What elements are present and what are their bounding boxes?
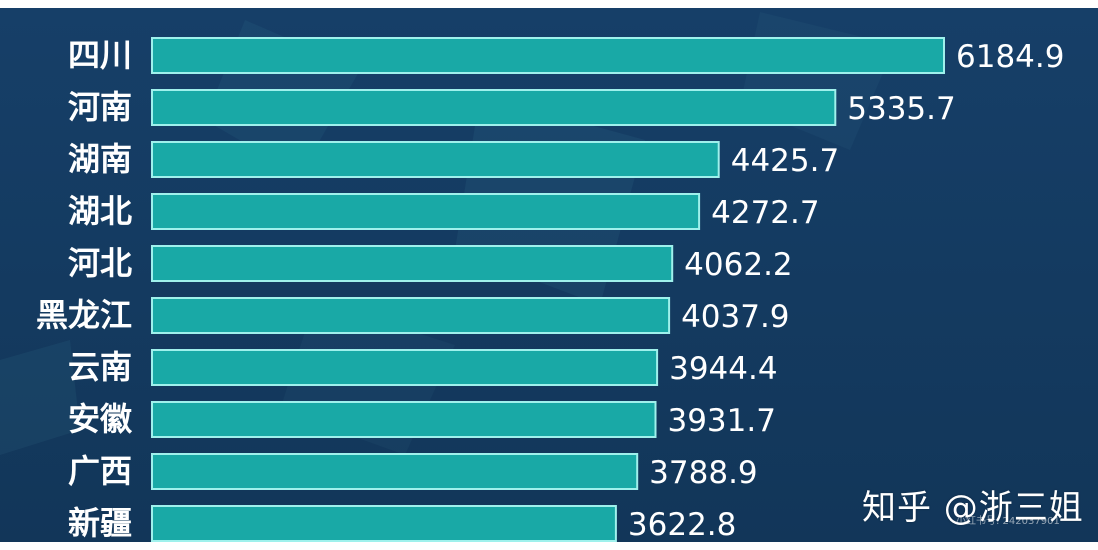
category-label: 河北 xyxy=(68,244,132,282)
watermark-small: 小红书号: 242037901 xyxy=(956,516,1060,527)
bar xyxy=(151,245,674,282)
value-label: 3944.4 xyxy=(669,351,777,387)
watermark: 知乎 @浙三姐 xyxy=(862,488,1084,528)
bar xyxy=(151,505,617,542)
bar xyxy=(151,297,671,334)
value-label: 3788.9 xyxy=(649,455,757,491)
value-label: 4037.9 xyxy=(681,299,789,335)
value-label: 6184.9 xyxy=(956,39,1064,75)
category-label: 黑龙江 xyxy=(36,296,132,334)
category-label: 广西 xyxy=(68,452,132,490)
bar xyxy=(151,193,701,230)
bar xyxy=(151,453,639,490)
bar xyxy=(151,141,720,178)
category-label: 四川 xyxy=(68,36,132,74)
value-label: 3622.8 xyxy=(628,507,736,543)
value-label: 4272.7 xyxy=(711,195,819,231)
value-label: 4425.7 xyxy=(731,143,839,179)
background-shape xyxy=(0,340,80,455)
category-label: 河南 xyxy=(68,88,132,126)
category-label: 湖南 xyxy=(68,140,132,178)
value-label: 4062.2 xyxy=(684,247,792,283)
bars-group xyxy=(151,37,945,542)
category-label: 云南 xyxy=(68,348,132,386)
bar xyxy=(151,401,657,438)
bar xyxy=(151,89,837,126)
category-label: 湖北 xyxy=(68,192,132,230)
value-label: 3931.7 xyxy=(667,403,775,439)
category-label: 新疆 xyxy=(68,504,132,542)
category-label: 安徽 xyxy=(68,400,133,438)
bar xyxy=(151,37,945,74)
bar xyxy=(151,349,659,386)
value-label: 5335.7 xyxy=(847,91,955,127)
